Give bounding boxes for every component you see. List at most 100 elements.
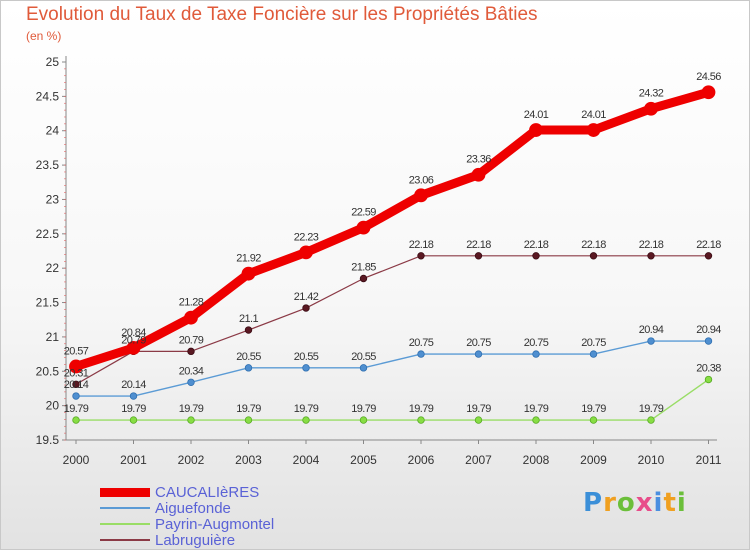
legend-item: CAUCALIèRES	[100, 484, 274, 501]
data-label: 20.38	[696, 363, 721, 375]
data-label: 20.75	[581, 337, 606, 349]
data-label: 19.79	[121, 403, 146, 415]
data-label: 24.56	[696, 71, 721, 83]
x-tick-label: 2004	[293, 453, 320, 467]
series-point-2	[589, 416, 598, 424]
y-tick-label: 22.5	[36, 227, 60, 241]
y-tick-label: 25	[46, 55, 60, 69]
x-tick-label: 2011	[696, 453, 722, 467]
data-label: 19.79	[466, 403, 491, 415]
x-tick-label: 2000	[63, 453, 90, 467]
series-point-0	[184, 310, 198, 325]
series-point-1	[532, 350, 540, 358]
data-label: 22.18	[466, 239, 491, 251]
y-tick-label: 23.5	[36, 158, 60, 172]
data-label: 24.01	[581, 109, 606, 121]
y-tick-label: 23	[46, 192, 60, 206]
series-point-1	[474, 350, 483, 358]
series-point-2	[417, 416, 425, 424]
series-point-2	[359, 416, 368, 424]
series-point-1	[647, 337, 655, 345]
series-layer	[69, 85, 716, 424]
y-tick-label: 21.5	[36, 296, 60, 310]
y-tick-label: 22	[46, 261, 60, 275]
data-label: 19.79	[351, 403, 376, 415]
data-label: 23.06	[409, 174, 434, 186]
data-label: 19.79	[409, 403, 434, 415]
data-label: 20.94	[639, 324, 664, 336]
series-point-1	[244, 364, 253, 372]
series-point-0	[586, 123, 601, 137]
series-point-1	[359, 364, 368, 372]
series-point-3	[532, 252, 540, 260]
legend-swatch	[100, 539, 150, 541]
x-tick-label: 2010	[638, 453, 665, 467]
data-label: 20.75	[409, 337, 434, 349]
legend-label: Labruguière	[155, 531, 236, 549]
data-label: 22.18	[696, 239, 721, 251]
series-point-0	[299, 245, 313, 260]
series-point-2	[187, 416, 195, 424]
data-label: 21.42	[294, 291, 319, 303]
data-label: 21.1	[239, 313, 258, 325]
legend-item: Payrin-Augmontel	[100, 516, 274, 533]
data-label: 19.79	[524, 403, 549, 415]
data-label: 20.14	[121, 379, 146, 391]
legend-swatch	[100, 523, 150, 525]
chart-title: Evolution du Taux de Taxe Foncière sur l…	[26, 4, 538, 25]
series-point-0	[126, 341, 141, 355]
series-point-2	[129, 416, 138, 424]
data-label: 20.94	[696, 324, 721, 336]
y-tick-label: 19.5	[36, 433, 60, 447]
data-label: 24.01	[524, 109, 549, 121]
series-point-3	[647, 252, 655, 260]
x-tick-label: 2006	[408, 453, 435, 467]
y-tick-label: 24.5	[36, 89, 60, 103]
data-label: 22.18	[409, 239, 434, 251]
series-point-2	[532, 416, 540, 424]
data-label: 19.79	[64, 403, 89, 415]
series-point-3	[474, 252, 483, 260]
series-point-3	[359, 274, 368, 283]
legend-swatch	[100, 507, 150, 509]
data-label: 20.84	[121, 327, 146, 339]
series-point-3	[302, 304, 310, 312]
x-tick-label: 2003	[235, 453, 262, 467]
proxiti-logo: Proxiti	[583, 488, 687, 518]
data-label: 22.18	[581, 239, 606, 251]
data-label: 19.79	[179, 403, 204, 415]
data-label: 22.18	[639, 239, 664, 251]
series-point-2	[647, 416, 655, 424]
series-point-1	[129, 392, 138, 400]
series-line-3	[75, 255, 710, 385]
data-label: 24.32	[639, 88, 664, 100]
data-label: 20.55	[294, 351, 319, 363]
legend: CAUCALIèRES Aiguefonde Payrin-Augmontel Lab…	[100, 484, 274, 549]
x-tick-label: 2002	[178, 453, 205, 467]
data-label: 20.14	[64, 379, 89, 391]
series-point-1	[704, 337, 713, 345]
x-tick-label: 2009	[580, 453, 607, 467]
series-point-0	[414, 188, 428, 203]
data-label: 20.79	[121, 334, 146, 346]
data-label: 19.79	[236, 403, 261, 415]
series-line-0	[71, 87, 713, 371]
data-label: 19.79	[581, 403, 606, 415]
series-point-0	[471, 167, 486, 182]
series-point-2	[244, 416, 253, 424]
series-point-0	[701, 85, 716, 100]
series-point-1	[302, 364, 310, 372]
y-tick-label: 21	[46, 330, 60, 344]
series-point-3	[704, 252, 713, 260]
y-tick-label: 20	[46, 399, 60, 413]
y-tick-label: 20.5	[36, 364, 60, 378]
x-tick-label: 2001	[120, 453, 147, 467]
data-label: 20.55	[351, 351, 376, 363]
x-tick-label: 2007	[465, 453, 492, 467]
series-point-1	[72, 392, 80, 400]
data-label: 20.57	[64, 345, 89, 357]
data-label: 20.31	[64, 367, 89, 379]
legend-swatch	[100, 487, 150, 497]
series-point-0	[644, 101, 658, 116]
